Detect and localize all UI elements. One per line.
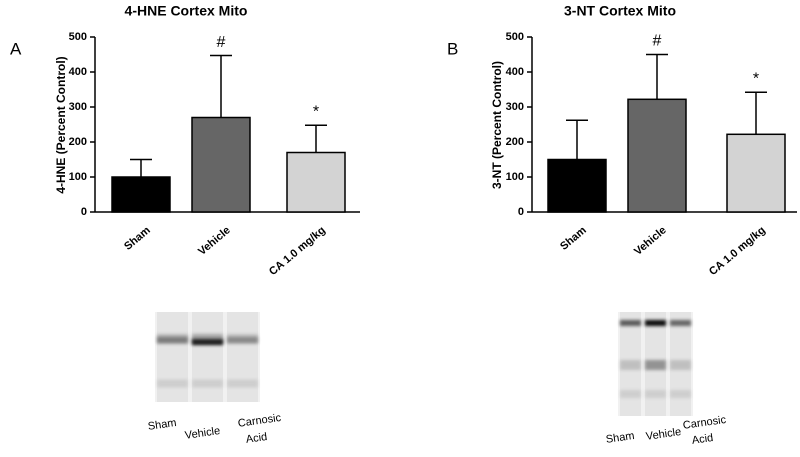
y-tick-label: 500 (506, 31, 524, 43)
blot-label: Sham (605, 430, 635, 446)
blot-label: Vehicle (645, 426, 682, 443)
bar (191, 116, 251, 213)
blot-band (157, 334, 188, 344)
significance-mark: # (217, 34, 226, 51)
blot-label: Sham (147, 417, 177, 433)
y-tick-label: 500 (69, 31, 87, 43)
blot-image (155, 312, 260, 402)
y-tick-label: 400 (506, 66, 524, 78)
bar (111, 176, 171, 213)
panel-label: B (447, 39, 458, 58)
blot-band (192, 334, 223, 344)
error-bar (305, 124, 327, 153)
bar (547, 158, 607, 213)
y-axis-label: 3-NT (Percent Control) (490, 61, 504, 189)
blot-band (620, 390, 641, 398)
x-tick-label: Vehicle (196, 224, 233, 258)
significance-mark: # (653, 33, 662, 50)
error-bar (130, 158, 152, 177)
blot-band (620, 320, 641, 326)
y-tick-label: 400 (69, 66, 87, 78)
blot-band (670, 360, 691, 370)
bar (726, 133, 786, 213)
chart-title: 4-HNE Cortex Mito (125, 3, 248, 19)
blot-band (620, 360, 641, 370)
x-tick-label: CA 1.0 mg/kg (267, 224, 328, 278)
bar (627, 98, 687, 213)
y-tick-label: 0 (518, 206, 524, 218)
y-tick-label: 300 (506, 101, 524, 113)
y-tick-label: 200 (506, 136, 524, 148)
y-tick-label: 0 (81, 206, 87, 218)
blot-band (227, 379, 258, 388)
blot-lane (227, 312, 258, 402)
significance-mark: * (313, 103, 319, 120)
blot-band (157, 379, 188, 388)
error-bar (745, 91, 767, 135)
chart-title: 3-NT Cortex Mito (564, 3, 676, 19)
blot-band (645, 360, 666, 370)
y-tick-label: 300 (69, 101, 87, 113)
blot-label: Acid (691, 432, 714, 447)
y-tick-label: 100 (506, 171, 524, 183)
blot-band (192, 379, 223, 388)
blot-band (670, 320, 691, 326)
error-bar (566, 119, 588, 160)
blot-band (227, 334, 258, 344)
error-bar (646, 53, 668, 100)
x-tick-label: CA 1.0 mg/kg (707, 224, 768, 278)
panel-label: A (10, 39, 22, 58)
blot-band (645, 320, 666, 326)
y-axis-label: 4-HNE (Percent Control) (54, 56, 68, 193)
y-tick-label: 100 (69, 171, 87, 183)
error-bar (210, 54, 232, 118)
x-tick-label: Vehicle (632, 224, 669, 258)
y-tick-label: 200 (69, 136, 87, 148)
bar (286, 151, 346, 213)
x-tick-label: Sham (122, 224, 153, 253)
significance-mark: * (753, 71, 759, 88)
blot-band (645, 390, 666, 398)
blot-label: Carnosic (682, 414, 727, 432)
blot-lane (157, 312, 188, 402)
blot-label: Carnosic (237, 412, 282, 430)
blot-band (670, 390, 691, 398)
blot-label: Acid (245, 431, 268, 446)
blot-lane (192, 312, 223, 402)
blot-label: Vehicle (184, 425, 221, 442)
blot-image (618, 312, 693, 416)
x-tick-label: Sham (558, 224, 589, 253)
